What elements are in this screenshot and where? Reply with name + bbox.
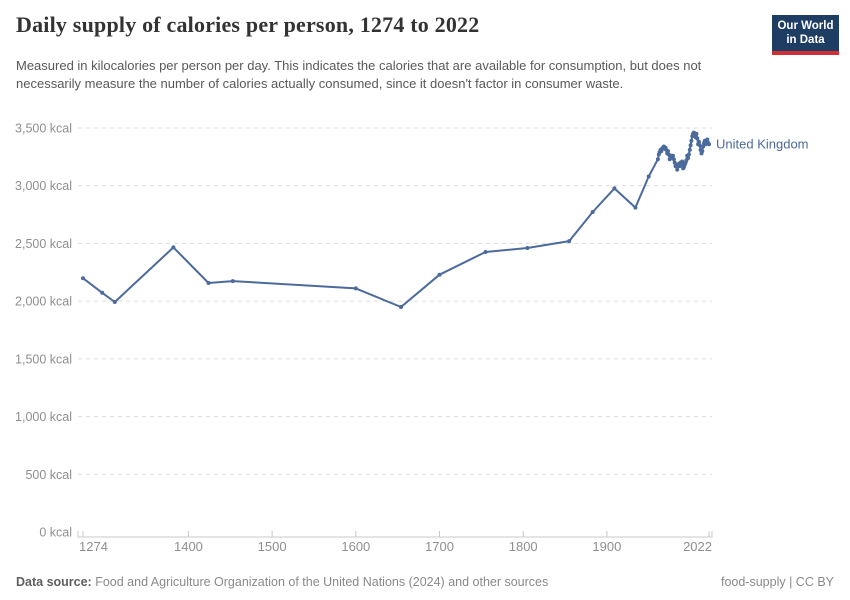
data-point [688, 143, 693, 148]
data-point [81, 276, 85, 281]
data-point [697, 143, 702, 148]
x-axis-tick-label: 1600 [341, 539, 370, 554]
owid-logo-line2: in Data [786, 33, 825, 46]
data-point [697, 139, 701, 144]
data-point [437, 272, 442, 277]
x-axis-tick-label: 1274 [79, 539, 108, 554]
data-point [695, 136, 700, 141]
x-axis-tick-label: 1700 [425, 539, 454, 554]
y-axis-tick-label: 1,000 kcal [15, 410, 72, 424]
y-axis-tick-label: 2,000 kcal [15, 295, 72, 309]
page-title: Daily supply of calories per person, 127… [16, 12, 480, 37]
data-point [680, 159, 685, 164]
y-axis-tick-label: 1,500 kcal [15, 352, 72, 366]
data-point [483, 250, 488, 254]
data-point [675, 167, 680, 172]
data-point [671, 157, 676, 162]
data-point [686, 152, 691, 157]
data-point [112, 300, 117, 304]
data-point [399, 305, 403, 309]
data-point [206, 281, 211, 285]
data-point [353, 286, 358, 291]
chart-footer: Data source: Food and Agriculture Organi… [16, 575, 834, 589]
x-axis-tick-label: 1800 [509, 539, 538, 554]
x-axis-tick-label: 1900 [592, 539, 621, 554]
x-axis-tick-label: 2022 [683, 539, 712, 554]
datasource-text: Food and Agriculture Organization of the… [91, 575, 549, 589]
data-point [701, 144, 706, 149]
series-entity-label[interactable]: United Kingdom [716, 137, 809, 152]
data-point [705, 137, 710, 142]
data-point [171, 245, 176, 250]
y-axis-tick-label: 3,000 kcal [15, 179, 72, 193]
license-note: food-supply | CC BY [720, 575, 834, 589]
data-point [687, 147, 692, 152]
data-point [666, 149, 670, 154]
chart-subtitle: Measured in kilocalories per person per … [16, 58, 702, 92]
data-point [567, 239, 572, 244]
data-point [655, 157, 660, 162]
data-point [707, 142, 711, 147]
data-point [590, 210, 595, 214]
data-series-line[interactable] [82, 131, 710, 308]
data-point [694, 131, 699, 136]
data-point [700, 149, 705, 154]
data-point [525, 246, 530, 250]
data-point [671, 153, 675, 158]
y-axis-tick-label: 3,500 kcal [15, 122, 72, 136]
data-point [646, 174, 651, 179]
data-point [686, 156, 691, 160]
datasource-label: Data source: [16, 575, 92, 589]
data-point [689, 138, 694, 143]
data-point [612, 186, 617, 191]
data-point [230, 279, 235, 284]
owid-logo[interactable]: Our World in Data [772, 15, 839, 56]
y-axis-tick-label: 0 kcal [39, 526, 72, 540]
x-axis [77, 531, 713, 538]
data-point [633, 205, 638, 210]
y-axis-tick-label: 2,500 kcal [15, 237, 72, 251]
x-axis-tick-label: 1500 [258, 539, 287, 554]
x-axis-tick-label: 1400 [174, 539, 203, 554]
datasource: Data source: Food and Agriculture Organi… [16, 575, 548, 589]
owid-logo-line1: Our World [777, 20, 834, 32]
data-point [100, 290, 105, 295]
y-axis-tick-label: 500 kcal [25, 468, 72, 482]
